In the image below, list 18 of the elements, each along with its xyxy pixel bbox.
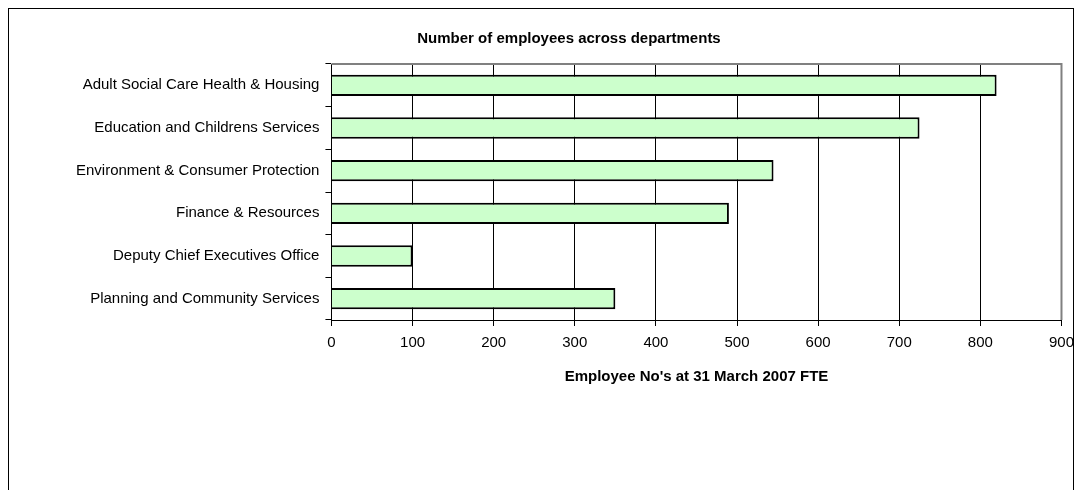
x-tick-label: 0	[327, 333, 336, 351]
y-tick-label: Education and Childrens Services	[94, 118, 320, 136]
x-tick-label: 600	[805, 333, 831, 351]
x-tick-label: 700	[886, 333, 912, 351]
x-tick-label: 400	[643, 333, 669, 351]
x-tick-label: 500	[724, 333, 750, 351]
y-tick-label: Finance & Resources	[176, 203, 320, 221]
x-tick-label: 300	[562, 333, 588, 351]
y-tick-label: Adult Social Care Health & Housing	[82, 75, 320, 93]
x-tick-label: 800	[967, 333, 993, 351]
y-tick-label: Deputy Chief Executives Office	[112, 246, 320, 264]
x-tick-label: 200	[481, 333, 507, 351]
y-tick-label: Planning and Community Services	[90, 288, 320, 306]
x-axis-title: Employee No's at 31 March 2007 FTE	[564, 367, 829, 385]
x-tick-label: 100	[400, 333, 426, 351]
y-tick-label: Environment & Consumer Protection	[75, 160, 320, 178]
x-tick-label: 900	[1048, 333, 1074, 351]
chart-title: Number of employees across departments	[417, 29, 721, 47]
